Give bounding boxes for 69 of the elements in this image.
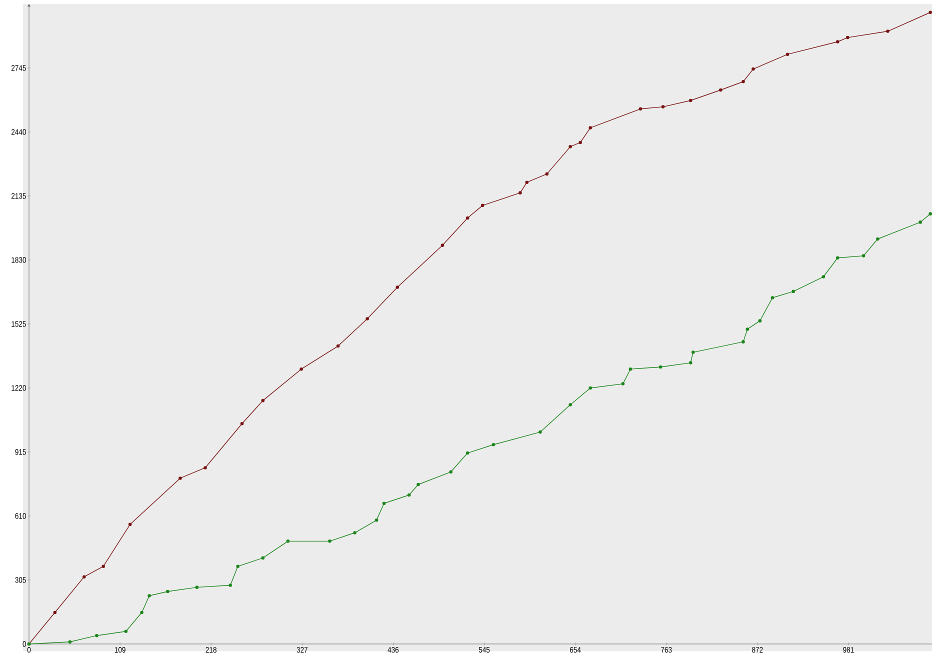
point [518, 191, 522, 194]
point [166, 590, 170, 594]
point [466, 451, 470, 455]
point [407, 493, 411, 497]
point [236, 564, 240, 568]
point [588, 126, 592, 130]
point [742, 80, 745, 84]
point [525, 180, 529, 184]
point [449, 470, 453, 474]
point [53, 610, 57, 614]
point [588, 386, 592, 390]
point [876, 237, 880, 241]
point [382, 502, 386, 506]
point [228, 584, 232, 587]
point [328, 540, 332, 543]
point [846, 36, 850, 40]
point [628, 367, 632, 371]
point [148, 594, 151, 598]
point [102, 564, 106, 568]
point [770, 296, 774, 300]
point [658, 365, 662, 369]
point [204, 466, 207, 470]
point [336, 344, 340, 348]
point [396, 286, 400, 289]
point [366, 317, 369, 320]
point [638, 107, 642, 111]
point [140, 610, 144, 614]
point [300, 367, 303, 371]
point [68, 640, 72, 644]
point [286, 540, 290, 543]
point [568, 403, 572, 406]
point [862, 254, 866, 258]
point [688, 98, 692, 102]
point [416, 482, 420, 486]
point [918, 220, 922, 224]
point [746, 328, 750, 331]
point [661, 105, 665, 108]
point [492, 442, 496, 446]
point [688, 361, 692, 364]
point [124, 630, 128, 634]
point [786, 52, 790, 56]
point [178, 476, 182, 480]
point [578, 140, 582, 144]
point [691, 350, 695, 354]
point [95, 634, 98, 638]
point [374, 518, 378, 522]
point [353, 531, 356, 534]
point [240, 422, 244, 426]
point [822, 275, 826, 278]
point [758, 319, 762, 322]
point [261, 398, 265, 402]
point [742, 340, 745, 344]
point [621, 382, 625, 386]
point [752, 67, 755, 71]
point [538, 430, 542, 434]
point [261, 556, 265, 560]
point [480, 204, 484, 208]
point [792, 290, 795, 294]
point [568, 145, 572, 148]
point [836, 40, 840, 44]
point [719, 88, 722, 92]
point [440, 244, 444, 247]
point [82, 575, 86, 578]
point [836, 256, 840, 260]
point [886, 30, 890, 33]
point [466, 216, 470, 220]
point [545, 172, 549, 176]
point [195, 586, 199, 589]
point [128, 522, 132, 526]
